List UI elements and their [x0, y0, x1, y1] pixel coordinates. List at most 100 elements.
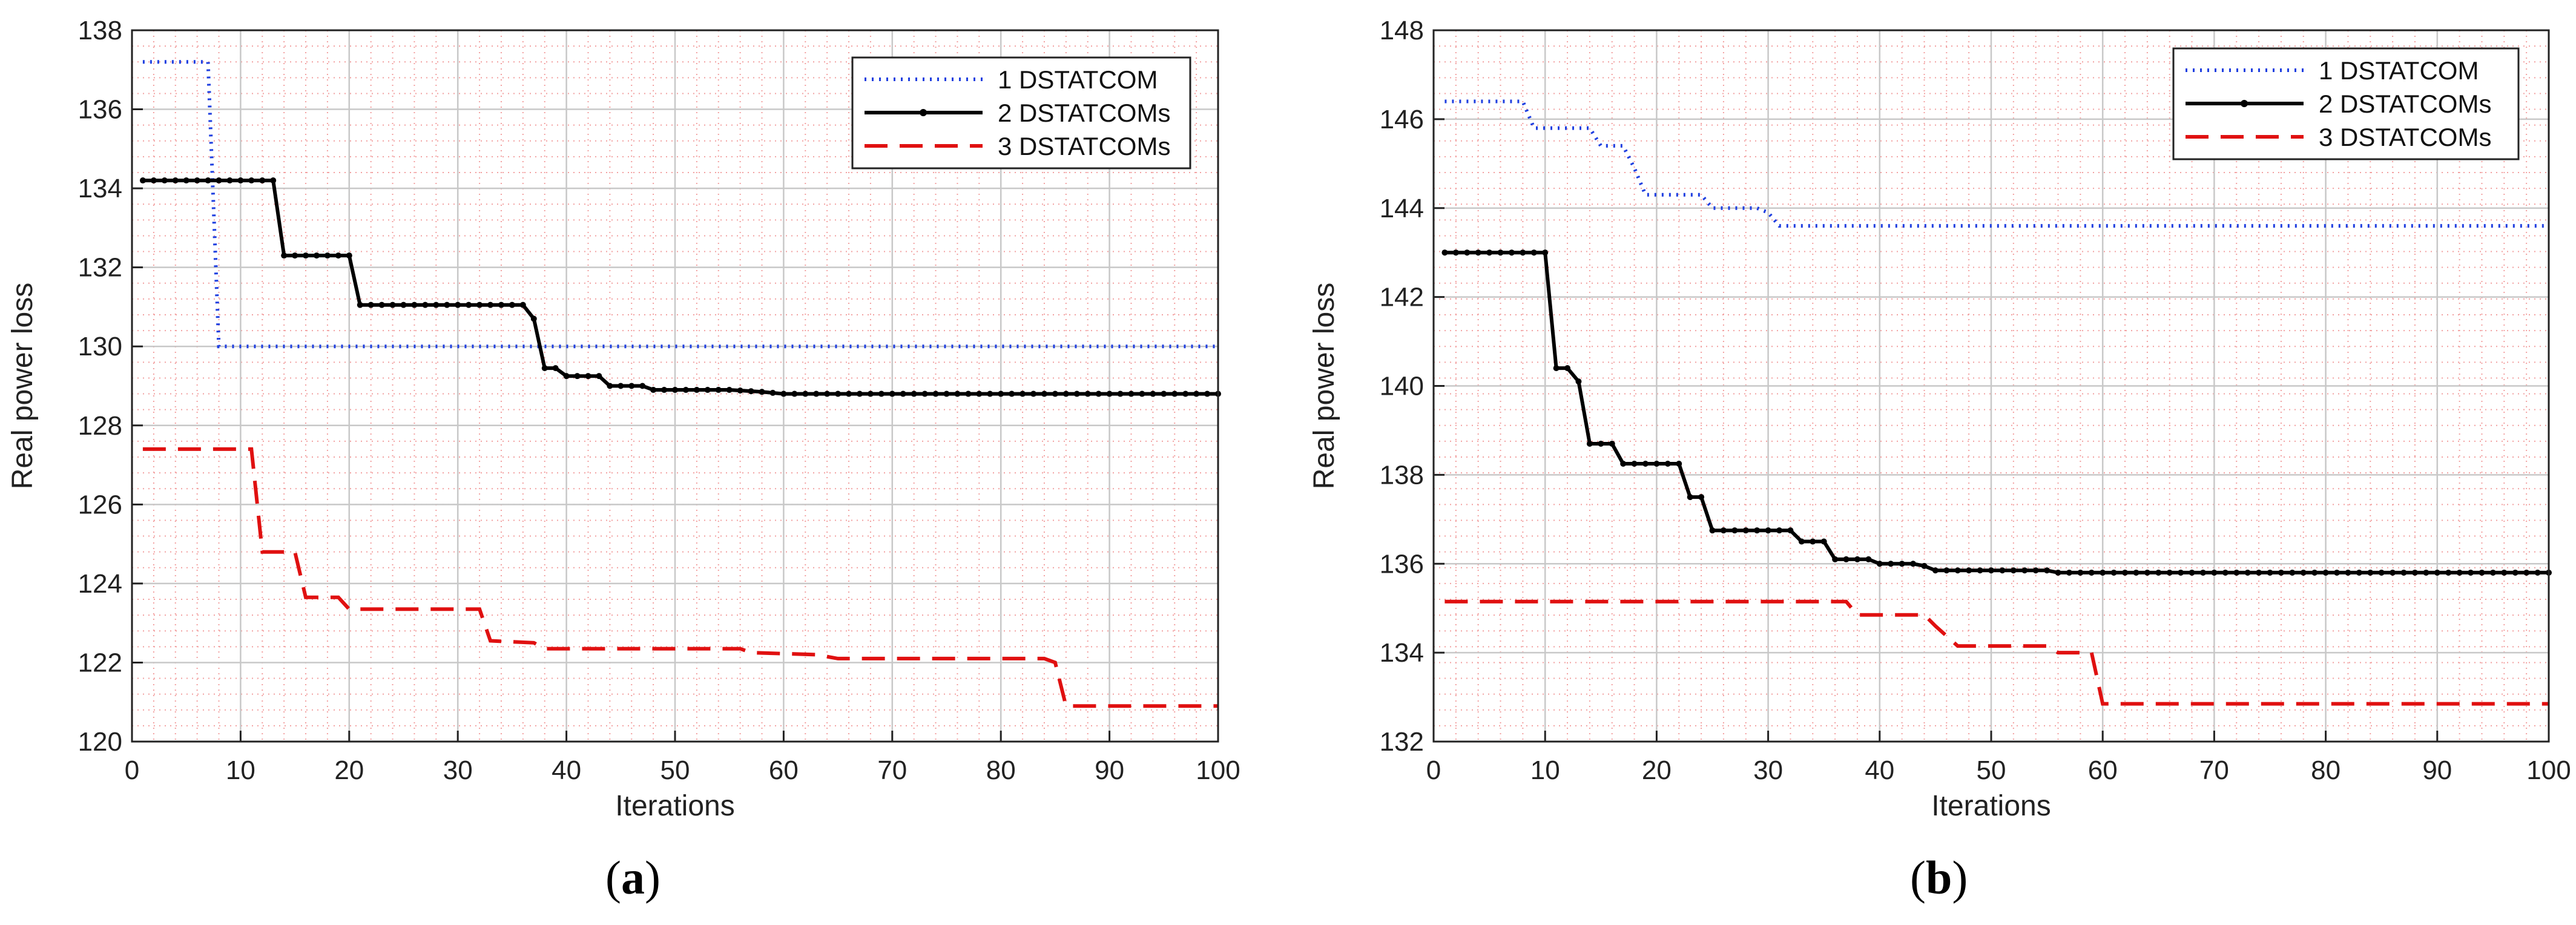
data-point [650, 387, 657, 393]
x-tick-label: 20 [334, 755, 364, 785]
data-point [1084, 390, 1091, 397]
legend: 1 DSTATCOM 2 DSTATCOMs 3 DSTATCOMs [851, 56, 1191, 170]
data-point [519, 301, 526, 308]
data-point [2512, 569, 2518, 576]
caption-b-label: b [1925, 851, 1952, 904]
y-tick-label: 144 [1380, 194, 1424, 223]
data-point [998, 390, 1004, 397]
data-point [1150, 390, 1156, 397]
data-point [324, 252, 331, 259]
x-tick-label: 90 [1095, 755, 1124, 785]
x-axis-label: Iterations [1931, 790, 2051, 822]
data-point [1095, 390, 1102, 397]
data-point [1731, 527, 1738, 534]
data-point [2066, 569, 2072, 576]
data-point [1062, 390, 1069, 397]
series-3 [142, 447, 1218, 708]
data-point [835, 390, 842, 397]
data-point [1106, 390, 1113, 397]
data-point [1620, 461, 1627, 467]
data-point [1876, 561, 1883, 567]
data-point [704, 387, 711, 393]
y-tick-label: 136 [1380, 549, 1424, 579]
data-point [422, 301, 429, 308]
data-point [846, 390, 852, 397]
data-point [1776, 527, 1783, 534]
x-axis-label: Iterations [615, 790, 734, 822]
legend: 1 DSTATCOM 2 DSTATCOMs 3 DSTATCOMs [2172, 47, 2520, 160]
data-point [313, 252, 320, 259]
data-point [2122, 569, 2129, 576]
data-point [1041, 390, 1047, 397]
x-tick-label: 70 [877, 755, 907, 785]
data-point [2144, 569, 2150, 576]
data-point [693, 387, 700, 393]
x-tick-label: 30 [443, 755, 473, 785]
data-point [2044, 567, 2051, 574]
data-point [878, 390, 884, 397]
data-point [367, 301, 374, 308]
x-tick-label: 10 [226, 755, 255, 785]
data-point [2479, 569, 2485, 576]
minor-grid [1434, 30, 2549, 742]
tick-labels: 0 10 20 30 40 50 60 70 80 90 100 132 134 136 138 140 142… [1380, 16, 2571, 785]
data-point [476, 301, 483, 308]
data-point [1988, 567, 1994, 574]
data-point [2133, 569, 2140, 576]
data-point [726, 387, 733, 393]
data-point [943, 390, 950, 397]
x-tick-label: 40 [552, 755, 581, 785]
data-point [1742, 527, 1749, 534]
data-point [1720, 527, 1727, 534]
data-point [2155, 569, 2162, 576]
data-point [1182, 390, 1189, 397]
data-point [661, 387, 668, 393]
data-point [2445, 569, 2452, 576]
data-point [400, 301, 407, 308]
data-point [682, 387, 689, 393]
data-point [1676, 461, 1682, 467]
data-point [759, 389, 765, 395]
y-tick-label: 138 [78, 16, 122, 45]
data-point [1542, 249, 1549, 256]
data-point [2468, 569, 2474, 576]
chart-a: 0 10 20 30 40 50 60 70 80 90 100 120 122 124 126 128 130… [7, 16, 1240, 822]
data-point [856, 390, 863, 397]
legend-label-1: 1 DSTATCOM [998, 65, 1158, 94]
data-point [1497, 249, 1504, 256]
legend-label-3: 3 DSTATCOMs [998, 132, 1170, 160]
data-point [932, 390, 939, 397]
data-point [466, 301, 472, 308]
data-point [1486, 249, 1493, 256]
data-point [2378, 569, 2385, 576]
data-point [1586, 440, 1593, 447]
data-point [2278, 569, 2284, 576]
data-point [1966, 567, 1972, 574]
x-tick-label: 100 [1196, 755, 1240, 785]
data-point [2489, 569, 2496, 576]
data-point [1452, 249, 1459, 256]
series-line-3 [142, 447, 1218, 708]
data-point [1664, 461, 1671, 467]
data-point [444, 301, 450, 308]
x-tick-label: 0 [1426, 755, 1441, 785]
data-point [672, 387, 678, 393]
data-point [1530, 249, 1537, 256]
data-point [498, 301, 504, 308]
data-point [574, 373, 581, 380]
data-point [226, 177, 233, 184]
data-point [2311, 569, 2318, 576]
data-point [2256, 569, 2262, 576]
data-point [1464, 249, 1471, 256]
data-point [2077, 569, 2084, 576]
data-point [346, 252, 352, 259]
data-point [780, 390, 787, 397]
data-point [303, 252, 309, 259]
data-point [1865, 556, 1872, 562]
data-point [921, 390, 928, 397]
data-point [2233, 569, 2240, 576]
major-grid [131, 29, 1219, 743]
series-1 [1444, 99, 2549, 228]
data-point [987, 390, 993, 397]
